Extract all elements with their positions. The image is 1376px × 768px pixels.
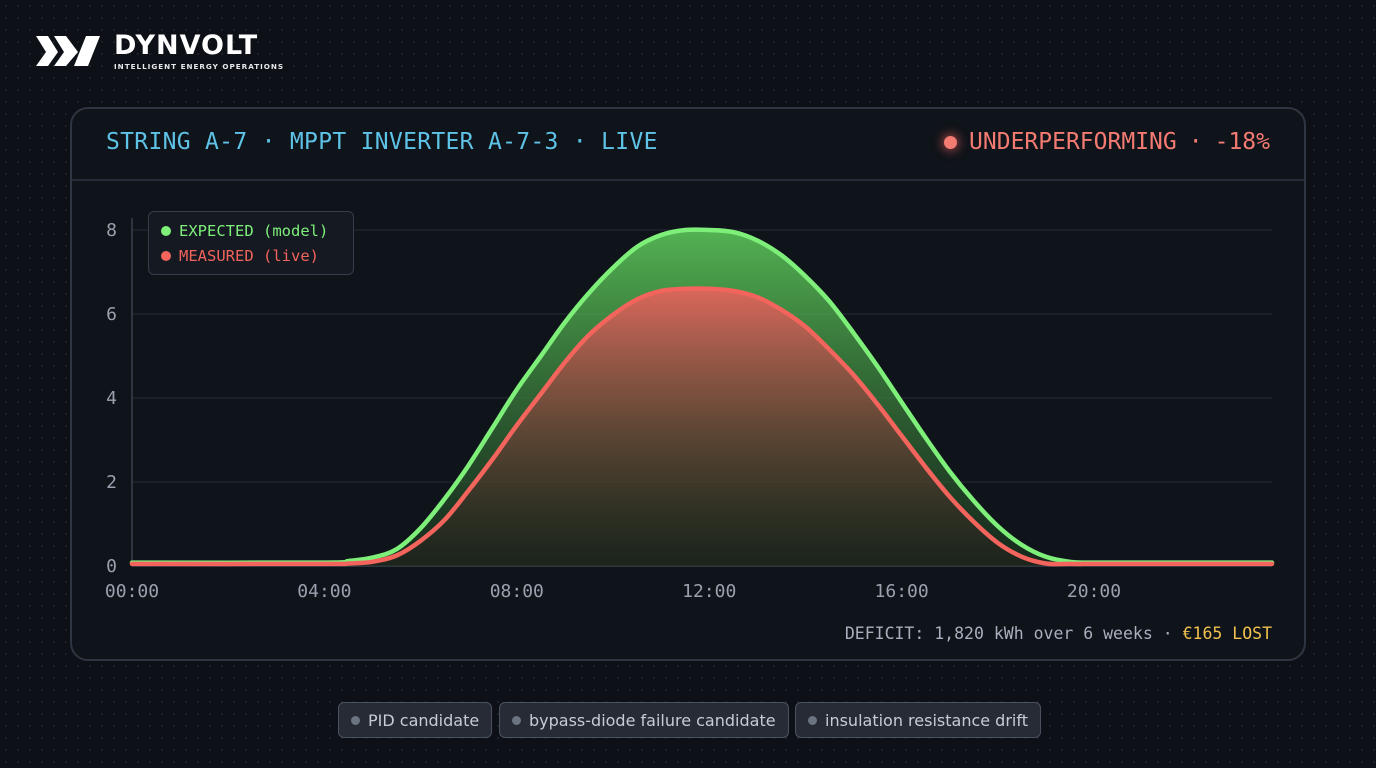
- brand-logo: DYNVOLT INTELLIGENT ENERGY OPERATIONS: [34, 30, 284, 72]
- y-tick-label: 6: [106, 304, 117, 325]
- brand-tagline: INTELLIGENT ENERGY OPERATIONS: [114, 61, 285, 71]
- legend-item-measured: MEASURED (live): [161, 247, 319, 265]
- brand-name: DYNVOLT: [114, 29, 259, 61]
- tag-label: PID candidate: [368, 710, 480, 730]
- status-indicator: UNDERPERFORMING · -18%: [944, 129, 1270, 155]
- tag-insulation-drift[interactable]: insulation resistance drift: [795, 702, 1041, 738]
- deficit-lost: €165 LOST: [1182, 624, 1272, 643]
- x-tick-label: 04:00: [297, 581, 351, 602]
- legend-label-measured: MEASURED (live): [179, 247, 319, 265]
- status-delta: -18%: [1214, 129, 1270, 155]
- series-line-measured: [129, 286, 1275, 567]
- tag-label: insulation resistance drift: [825, 710, 1028, 730]
- tag-label: bypass-diode failure candidate: [529, 710, 776, 730]
- legend-label-expected: EXPECTED (model): [179, 222, 329, 240]
- deficit-text: DEFICIT: 1,820 kWh over 6 weeks ·: [844, 624, 1183, 643]
- x-tick-label: 12:00: [682, 581, 736, 602]
- card-title: STRING A-7 · MPPT INVERTER A-7-3 · LIVE: [106, 129, 658, 155]
- tag-pid-candidate[interactable]: PID candidate: [338, 702, 493, 738]
- status-label: UNDERPERFORMING: [969, 129, 1177, 155]
- status-dot-icon: [944, 135, 958, 149]
- status-separator: ·: [1188, 129, 1203, 155]
- card-header: STRING A-7 · MPPT INVERTER A-7-3 · LIVE …: [72, 109, 1304, 181]
- y-tick-label: 8: [106, 220, 117, 241]
- chart-legend: EXPECTED (model) MEASURED (live): [148, 211, 354, 275]
- y-tick-label: 0: [106, 556, 117, 577]
- tag-dot-icon: [351, 715, 360, 725]
- x-tick-label: 08:00: [490, 581, 544, 602]
- y-tick-label: 4: [106, 388, 117, 409]
- x-tick-label: 16:00: [875, 581, 929, 602]
- deficit-summary: DEFICIT: 1,820 kWh over 6 weeks · €165 L…: [845, 624, 1272, 643]
- y-tick-label: 2: [106, 472, 117, 493]
- legend-item-expected: EXPECTED (model): [161, 222, 328, 240]
- x-tick-label: 20:00: [1067, 581, 1121, 602]
- tag-dot-icon: [512, 715, 521, 725]
- legend-dot-measured-icon: [161, 251, 171, 261]
- series-area-measured: [132, 288, 1272, 566]
- tag-dot-icon: [808, 715, 817, 725]
- dynvolt-logo-icon: [36, 36, 100, 66]
- legend-dot-expected-icon: [161, 226, 171, 236]
- x-tick-label: 00:00: [105, 581, 159, 602]
- series-line-expected: [129, 227, 1275, 565]
- tag-bypass-diode[interactable]: bypass-diode failure candidate: [499, 702, 789, 738]
